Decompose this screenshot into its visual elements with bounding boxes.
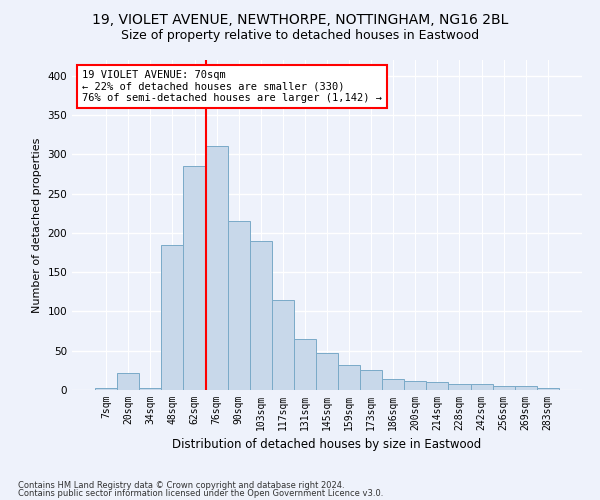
- Bar: [272, 300, 294, 390]
- Bar: [404, 380, 427, 390]
- Bar: [515, 386, 537, 390]
- Bar: [250, 240, 272, 390]
- Bar: [427, 382, 448, 390]
- Bar: [338, 365, 360, 390]
- Bar: [184, 166, 206, 390]
- Bar: [360, 370, 382, 390]
- Text: 19 VIOLET AVENUE: 70sqm
← 22% of detached houses are smaller (330)
76% of semi-d: 19 VIOLET AVENUE: 70sqm ← 22% of detache…: [82, 70, 382, 103]
- Bar: [161, 244, 184, 390]
- Text: 19, VIOLET AVENUE, NEWTHORPE, NOTTINGHAM, NG16 2BL: 19, VIOLET AVENUE, NEWTHORPE, NOTTINGHAM…: [92, 12, 508, 26]
- Text: Size of property relative to detached houses in Eastwood: Size of property relative to detached ho…: [121, 29, 479, 42]
- Bar: [206, 146, 227, 390]
- Bar: [139, 388, 161, 390]
- Bar: [227, 221, 250, 390]
- Bar: [470, 384, 493, 390]
- Y-axis label: Number of detached properties: Number of detached properties: [32, 138, 42, 312]
- Bar: [95, 388, 117, 390]
- Bar: [294, 339, 316, 390]
- Text: Contains public sector information licensed under the Open Government Licence v3: Contains public sector information licen…: [18, 488, 383, 498]
- Bar: [493, 386, 515, 390]
- Bar: [117, 372, 139, 390]
- X-axis label: Distribution of detached houses by size in Eastwood: Distribution of detached houses by size …: [172, 438, 482, 452]
- Text: Contains HM Land Registry data © Crown copyright and database right 2024.: Contains HM Land Registry data © Crown c…: [18, 481, 344, 490]
- Bar: [316, 353, 338, 390]
- Bar: [537, 388, 559, 390]
- Bar: [448, 384, 470, 390]
- Bar: [382, 379, 404, 390]
